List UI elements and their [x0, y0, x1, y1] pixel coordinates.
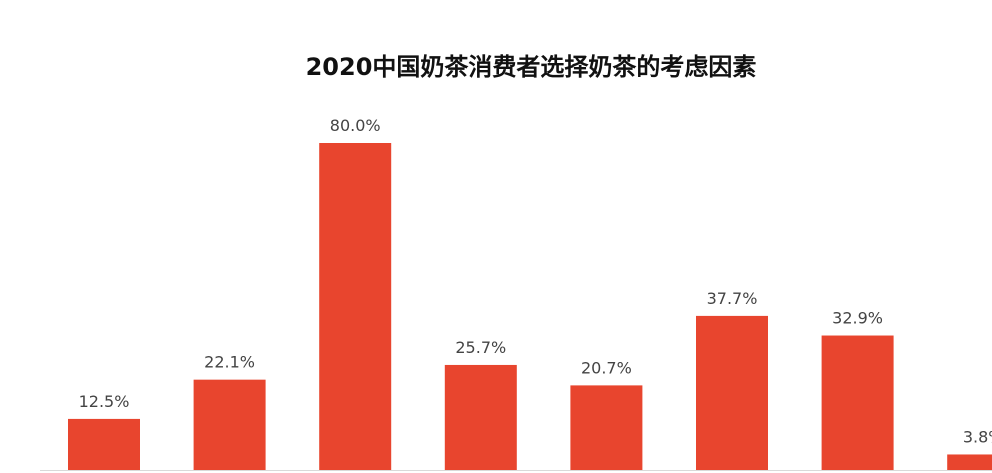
bar — [444, 364, 517, 470]
bar — [193, 379, 266, 470]
value-label: 3.8% — [963, 427, 992, 446]
bar — [570, 385, 643, 470]
value-label: 32.9% — [832, 309, 883, 328]
chart-title: 2020中国奶茶消费者选择奶茶的考虑因素 — [306, 53, 757, 81]
value-label: 80.0% — [330, 116, 381, 135]
value-label: 20.7% — [581, 358, 632, 377]
bar — [319, 143, 392, 470]
value-label: 22.1% — [204, 353, 255, 372]
value-label: 25.7% — [455, 338, 506, 357]
bar — [68, 418, 140, 470]
bar — [696, 315, 768, 470]
value-label: 37.7% — [707, 289, 758, 308]
value-label: 12.5% — [79, 392, 130, 411]
bar — [821, 335, 894, 470]
bar — [947, 454, 992, 470]
